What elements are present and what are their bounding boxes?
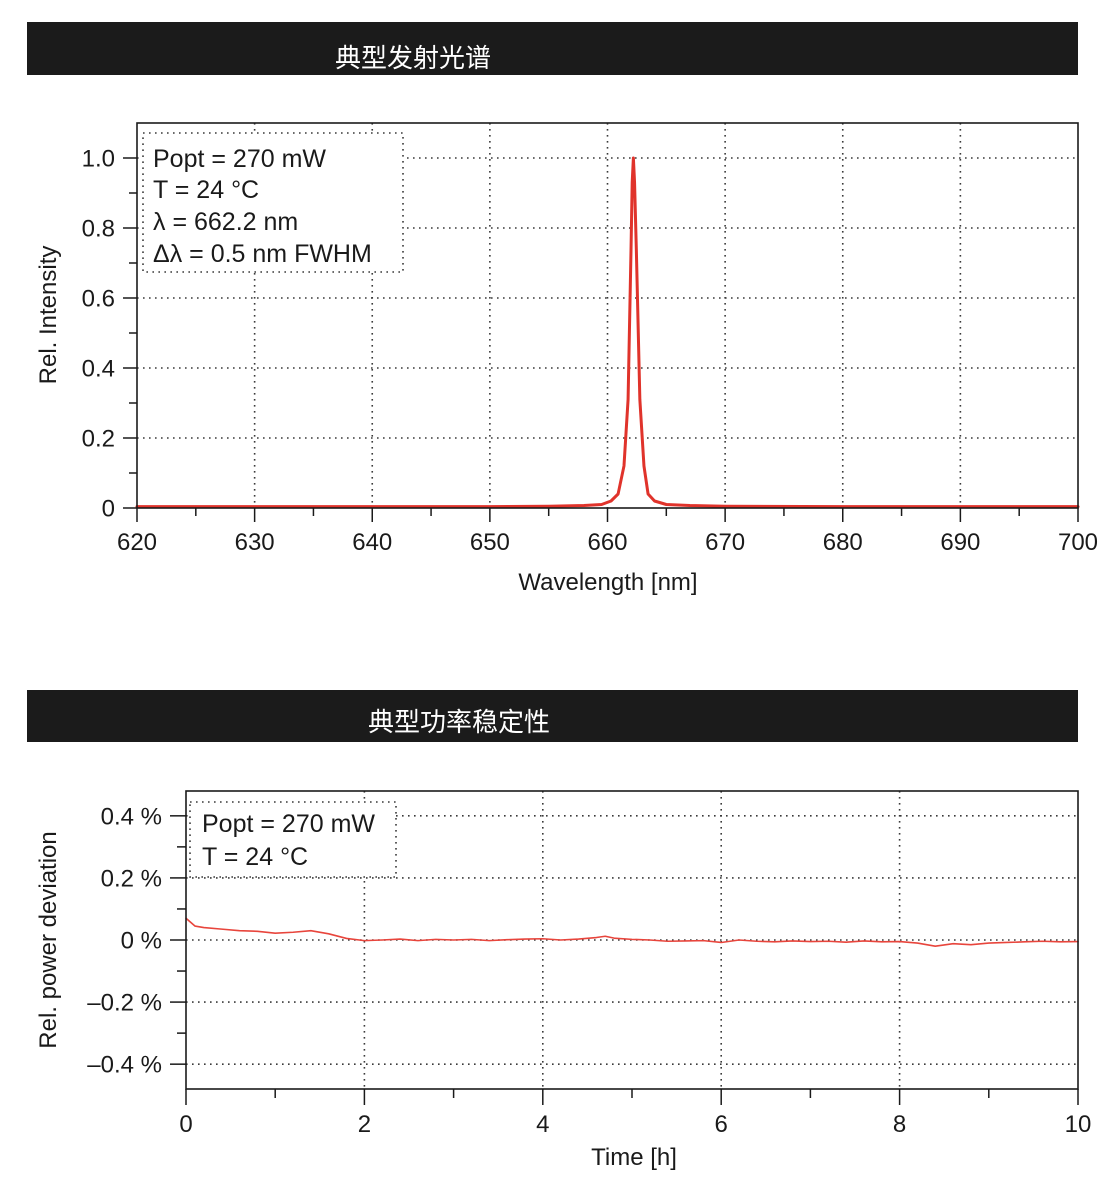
spectrum-tick-marks <box>123 157 1079 522</box>
annotation-frame <box>189 801 397 878</box>
annotation-temperature: T = 24 °C <box>153 176 259 204</box>
spectrum-series-group <box>135 156 1080 509</box>
annotation-frame <box>142 132 404 273</box>
y-tick-label: –0.2 % <box>87 990 162 1017</box>
y-axis-label: Rel. power deviation <box>35 831 62 1048</box>
power-chart-title: 典型功率稳定性 <box>368 708 551 738</box>
y-tick-label: 0.2 % <box>101 865 162 892</box>
x-axis-label: Wavelength [nm] <box>518 569 697 596</box>
annotation-fwhm: Δλ = 0.5 nm FWHM <box>153 240 372 268</box>
y-tick-label: –0.4 % <box>87 1052 162 1079</box>
power-tick-labels: 0 2 4 6 8 10 0.4 % 0.2 % 0 % –0.2 % –0.4 % <box>87 803 1091 1138</box>
y-tick-label: 0.4 % <box>101 803 162 830</box>
x-tick-label: 650 <box>470 529 510 556</box>
x-tick-label: 10 <box>1065 1111 1092 1138</box>
y-tick-label: 0 % <box>121 928 162 955</box>
spectrum-chart: Popt = 270 mW T = 24 °C λ = 662.2 nm Δλ … <box>35 122 1098 596</box>
annotation-temperature: T = 24 °C <box>202 843 308 871</box>
y-tick-label: 0.8 <box>82 216 115 243</box>
annotation-wavelength: λ = 662.2 nm <box>153 208 298 236</box>
power-chart: Popt = 270 mW T = 24 °C 0 2 4 6 8 10 0.4 % 0.2 … <box>35 790 1091 1171</box>
y-tick-label: 1.0 <box>82 146 115 173</box>
annotation-power: Popt = 270 mW <box>202 810 375 838</box>
power-header-bar: 典型功率稳定性 <box>27 690 1078 742</box>
power-annotation-box: Popt = 270 mW T = 24 °C <box>189 801 397 878</box>
y-tick-label: 0.4 <box>82 356 115 383</box>
spectrum-annotation-box: Popt = 270 mW T = 24 °C λ = 662.2 nm Δλ … <box>142 132 404 273</box>
power-series-line <box>185 917 1079 948</box>
x-axis-label: Time [h] <box>591 1144 677 1171</box>
x-tick-label: 0 <box>179 1111 192 1138</box>
y-tick-label: 0.6 <box>82 286 115 313</box>
spectrum-tick-labels: 620 630 640 650 660 670 680 690 700 0 0.2 0.4 0.6 0.8… <box>82 146 1098 557</box>
power-series-group <box>185 917 1079 948</box>
power-tick-marks <box>170 815 1079 1105</box>
x-tick-label: 690 <box>940 529 980 556</box>
x-tick-label: 630 <box>235 529 275 556</box>
x-tick-label: 700 <box>1058 529 1098 556</box>
x-tick-label: 620 <box>117 529 157 556</box>
x-tick-label: 4 <box>536 1111 549 1138</box>
x-tick-label: 660 <box>587 529 627 556</box>
y-tick-label: 0.2 <box>82 426 115 453</box>
x-tick-label: 8 <box>893 1111 906 1138</box>
spectrum-chart-title: 典型发射光谱 <box>335 44 492 74</box>
y-axis-label: Rel. Intensity <box>35 246 62 385</box>
x-tick-label: 2 <box>358 1111 371 1138</box>
x-tick-label: 670 <box>705 529 745 556</box>
y-tick-label: 0 <box>102 496 115 523</box>
spectrum-header-bar: 典型发射光谱 <box>27 22 1078 75</box>
x-tick-label: 6 <box>715 1111 728 1138</box>
x-tick-label: 640 <box>352 529 392 556</box>
annotation-power: Popt = 270 mW <box>153 145 326 173</box>
spectrum-series-line <box>135 156 1080 509</box>
x-tick-label: 680 <box>823 529 863 556</box>
